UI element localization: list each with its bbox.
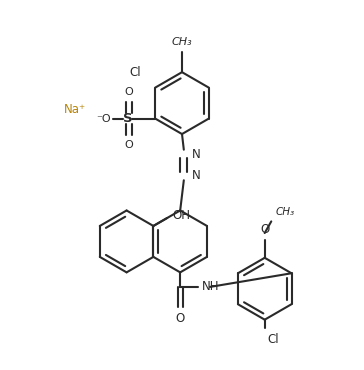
Text: N: N — [192, 148, 201, 161]
Text: Na⁺: Na⁺ — [64, 103, 86, 116]
Text: O: O — [124, 140, 133, 150]
Text: S: S — [123, 112, 133, 125]
Text: CH₃: CH₃ — [276, 207, 295, 217]
Text: NH: NH — [202, 280, 219, 293]
Text: Cl: Cl — [268, 333, 279, 346]
Text: OH: OH — [172, 209, 190, 222]
Text: Cl: Cl — [129, 65, 141, 78]
Text: ⁻O: ⁻O — [96, 114, 110, 124]
Text: N: N — [192, 169, 201, 182]
Text: O: O — [260, 223, 269, 236]
Text: CH₃: CH₃ — [172, 37, 192, 47]
Text: O: O — [124, 87, 133, 97]
Text: O: O — [175, 312, 185, 324]
